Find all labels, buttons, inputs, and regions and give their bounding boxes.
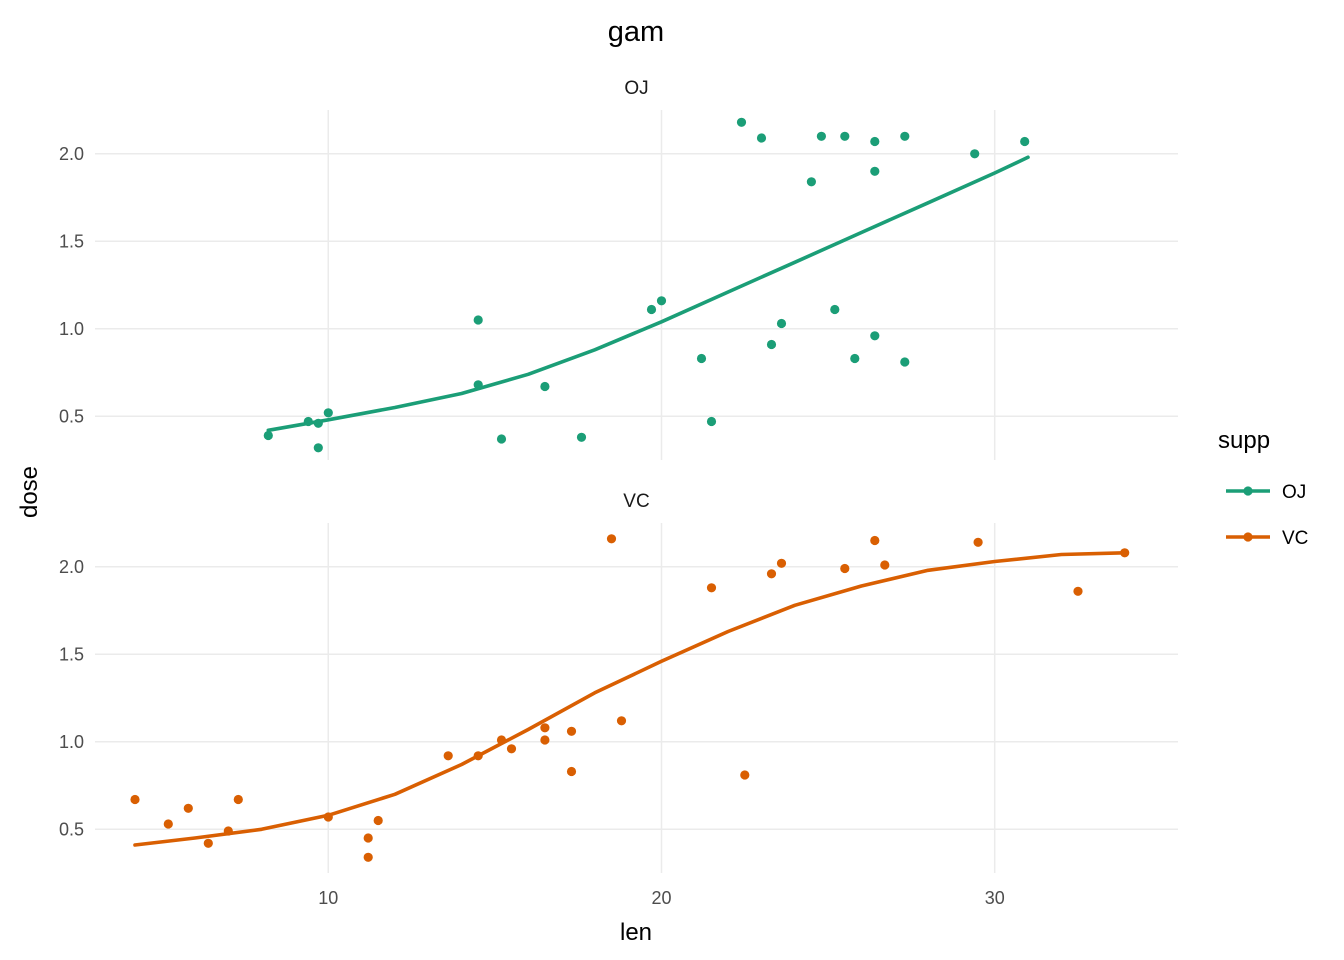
x-tick-label: 10 [318,888,338,908]
data-point [850,353,860,364]
data-point [163,819,173,829]
data-point [656,296,667,306]
data-point [183,803,193,813]
legend-label: OJ [1282,482,1306,503]
data-point [870,331,880,341]
data-point [576,432,587,442]
y-tick-label: 0.5 [59,819,84,839]
data-point [1120,548,1130,558]
data-point [443,751,453,761]
data-point [776,318,787,329]
data-point [303,416,313,427]
legend: supp OJ VC [1218,427,1308,549]
data-point [323,408,333,418]
data-point [566,726,577,736]
data-point [566,766,577,777]
data-point [740,770,750,780]
data-point [130,794,140,805]
data-point [540,723,550,733]
data-point [233,794,243,805]
legend-title: supp [1218,427,1270,454]
data-point [973,537,983,547]
data-point [540,735,550,745]
data-point [776,558,787,568]
x-axis-title: len [620,919,652,946]
legend-label: VC [1282,528,1308,549]
data-point [766,339,777,350]
data-point [323,812,333,822]
data-point [363,833,373,843]
x-tick-label: 30 [985,888,1005,908]
x-tick-label: 20 [651,888,671,908]
data-point [373,815,383,826]
data-point [473,315,483,325]
panel-strip-label: OJ [624,78,648,99]
data-point [473,751,483,761]
data-point [880,560,890,570]
data-point [756,133,767,143]
data-point [900,357,910,367]
panel-oj: OJ 0.5 1.0 1.5 2.0 [59,78,1178,460]
data-point [840,131,850,141]
legend-key-point [1243,532,1253,542]
data-point [970,149,980,159]
y-axis-title: dose [16,466,43,518]
y-tick-label: 2.0 [59,144,84,164]
y-tick-label: 1.5 [59,231,84,251]
data-point [1073,586,1083,596]
fit-line-vc [133,551,1127,847]
y-tick-label: 1.0 [59,319,84,339]
data-point [506,744,517,754]
data-point [706,583,717,593]
chart-title: gam [608,16,664,48]
data-point [736,117,747,127]
data-point [473,380,483,390]
fit-line-oj [266,155,1030,433]
data-point [706,416,717,427]
panel-vc: VC 0.5 1.0 1.5 2.0 [59,491,1178,873]
x-axis: 10 20 30 [318,888,1004,908]
panels: OJ 0.5 1.0 1.5 2.0 VC 0.5 1.0 1.5 2.0 10 20 30 [59,78,1178,908]
y-tick-label: 1.5 [59,644,84,664]
data-point [830,304,840,315]
data-point [766,569,777,579]
data-point [313,418,323,428]
y-tick-label: 2.0 [59,557,84,577]
data-point [816,131,827,141]
data-point [496,434,507,444]
data-point [870,136,880,147]
data-point [870,166,880,176]
data-point [496,735,507,745]
data-point [313,443,323,453]
y-tick-label: 0.5 [59,406,84,426]
panel-strip-label: VC [623,491,649,512]
data-point [606,534,617,544]
y-tick-label: 1.0 [59,732,84,752]
data-point [540,381,550,392]
data-point [696,353,707,364]
data-point [223,826,233,836]
data-point [263,430,273,441]
data-point [363,852,373,862]
data-point [870,535,880,546]
data-point [616,716,627,726]
data-point [840,563,850,574]
data-point [203,838,213,848]
data-point [806,177,817,187]
data-point [646,304,657,315]
data-point [900,131,910,141]
legend-key-point [1243,486,1253,496]
data-point [1020,136,1030,147]
